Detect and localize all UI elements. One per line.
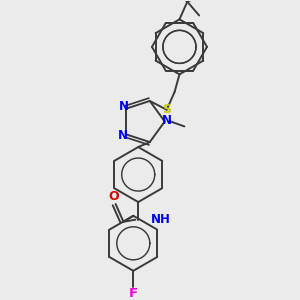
Text: N: N [119, 100, 129, 113]
Text: S: S [162, 103, 171, 116]
Text: NH: NH [151, 213, 171, 226]
Text: F: F [129, 287, 138, 300]
Text: O: O [108, 190, 119, 203]
Text: N: N [162, 114, 172, 127]
Text: N: N [118, 129, 128, 142]
